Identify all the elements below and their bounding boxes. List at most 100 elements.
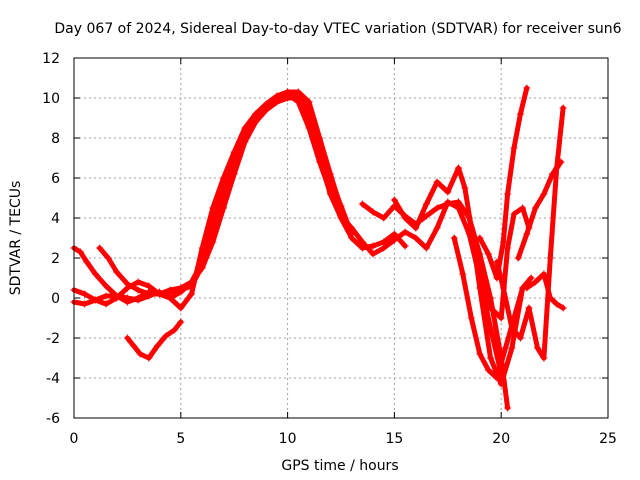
data-point: [433, 178, 441, 186]
data-point: [527, 274, 535, 282]
data-point: [531, 204, 539, 212]
data-point: [136, 350, 144, 358]
data-point: [113, 268, 121, 276]
data-point: [380, 238, 388, 246]
series-line: [451, 235, 534, 381]
x-tick-label: 5: [176, 431, 185, 447]
data-point: [380, 214, 388, 222]
data-point: [187, 290, 195, 298]
data-point: [390, 236, 398, 244]
data-point: [369, 242, 377, 250]
data-point: [316, 158, 324, 166]
data-point: [476, 284, 484, 292]
data-point: [134, 296, 142, 304]
data-point: [510, 210, 518, 218]
x-tick-label: 0: [70, 431, 79, 447]
data-point: [337, 212, 345, 220]
data-point: [510, 144, 518, 152]
data-point: [390, 196, 398, 204]
data-point: [516, 110, 524, 118]
data-point: [508, 344, 516, 352]
series-track-e: [123, 318, 185, 362]
data-point: [177, 286, 185, 294]
data-point: [337, 204, 345, 212]
data-point: [166, 288, 174, 296]
data-point: [102, 282, 110, 290]
data-point: [91, 296, 99, 304]
plot-frame: [73, 57, 609, 419]
data-point: [422, 212, 430, 220]
data-point: [284, 88, 292, 96]
data-point: [102, 300, 110, 308]
data-point: [461, 184, 469, 192]
data-point: [540, 190, 548, 198]
x-tick-label: 10: [279, 431, 297, 447]
x-tick-label: 15: [385, 431, 403, 447]
data-point: [390, 230, 398, 238]
data-point: [433, 224, 441, 232]
data-point: [559, 304, 567, 312]
chart-title: Day 067 of 2024, Sidereal Day-to-day VTE…: [54, 21, 621, 37]
data-point: [123, 280, 131, 288]
data-point: [81, 300, 89, 308]
data-point: [504, 404, 512, 412]
data-point: [104, 254, 112, 262]
data-point: [230, 154, 238, 162]
series-line: [477, 85, 530, 281]
data-point: [113, 294, 121, 302]
axis-ticks: 0 5 10 15 20 25 -6 -4 -2 0 2 4 6 8 10 12: [42, 51, 617, 447]
y-tick-label: 8: [51, 131, 60, 147]
y-tick-label: 2: [51, 251, 60, 267]
data-point: [273, 94, 281, 102]
y-tick-label: -4: [46, 371, 60, 387]
data-point: [316, 134, 324, 142]
data-point: [162, 332, 170, 340]
data-point: [514, 254, 522, 262]
data-point: [540, 270, 548, 278]
data-point: [358, 200, 366, 208]
data-point: [102, 292, 110, 300]
data-point: [401, 242, 409, 250]
data-point: [305, 98, 313, 106]
data-point: [422, 244, 430, 252]
data-point: [209, 204, 217, 212]
data-point: [380, 244, 388, 252]
data-point: [358, 238, 366, 246]
data-point: [241, 128, 249, 136]
y-tick-label: -6: [46, 411, 60, 427]
data-point: [83, 258, 91, 266]
data-point: [546, 254, 554, 262]
data-point: [123, 294, 131, 302]
data-point: [540, 354, 548, 362]
data-point: [559, 104, 567, 112]
data-point: [262, 102, 270, 110]
series-track-h: [450, 234, 535, 382]
data-point: [493, 374, 501, 382]
data-point: [123, 334, 131, 342]
data-point: [134, 278, 142, 286]
data-point: [519, 204, 527, 212]
data-point: [401, 214, 409, 222]
series-track-j: [476, 84, 531, 282]
data-point: [177, 318, 185, 326]
data-point: [493, 258, 501, 266]
data-point: [294, 98, 302, 106]
data-point: [145, 282, 153, 290]
data-point: [170, 326, 178, 334]
data-point: [433, 204, 441, 212]
data-point: [497, 380, 505, 388]
data-point: [459, 270, 467, 278]
series-track-k: [493, 258, 548, 362]
data-point: [96, 244, 104, 252]
data-point: [369, 250, 377, 258]
data-point: [145, 290, 153, 298]
data-point: [465, 214, 473, 222]
data-point: [422, 200, 430, 208]
data-point: [497, 314, 505, 322]
data-point: [553, 300, 561, 308]
data-point: [484, 250, 492, 258]
y-tick-label: 10: [42, 91, 60, 107]
x-tick-label: 25: [599, 431, 617, 447]
y-tick-label: 4: [51, 211, 60, 227]
data-point: [153, 342, 161, 350]
